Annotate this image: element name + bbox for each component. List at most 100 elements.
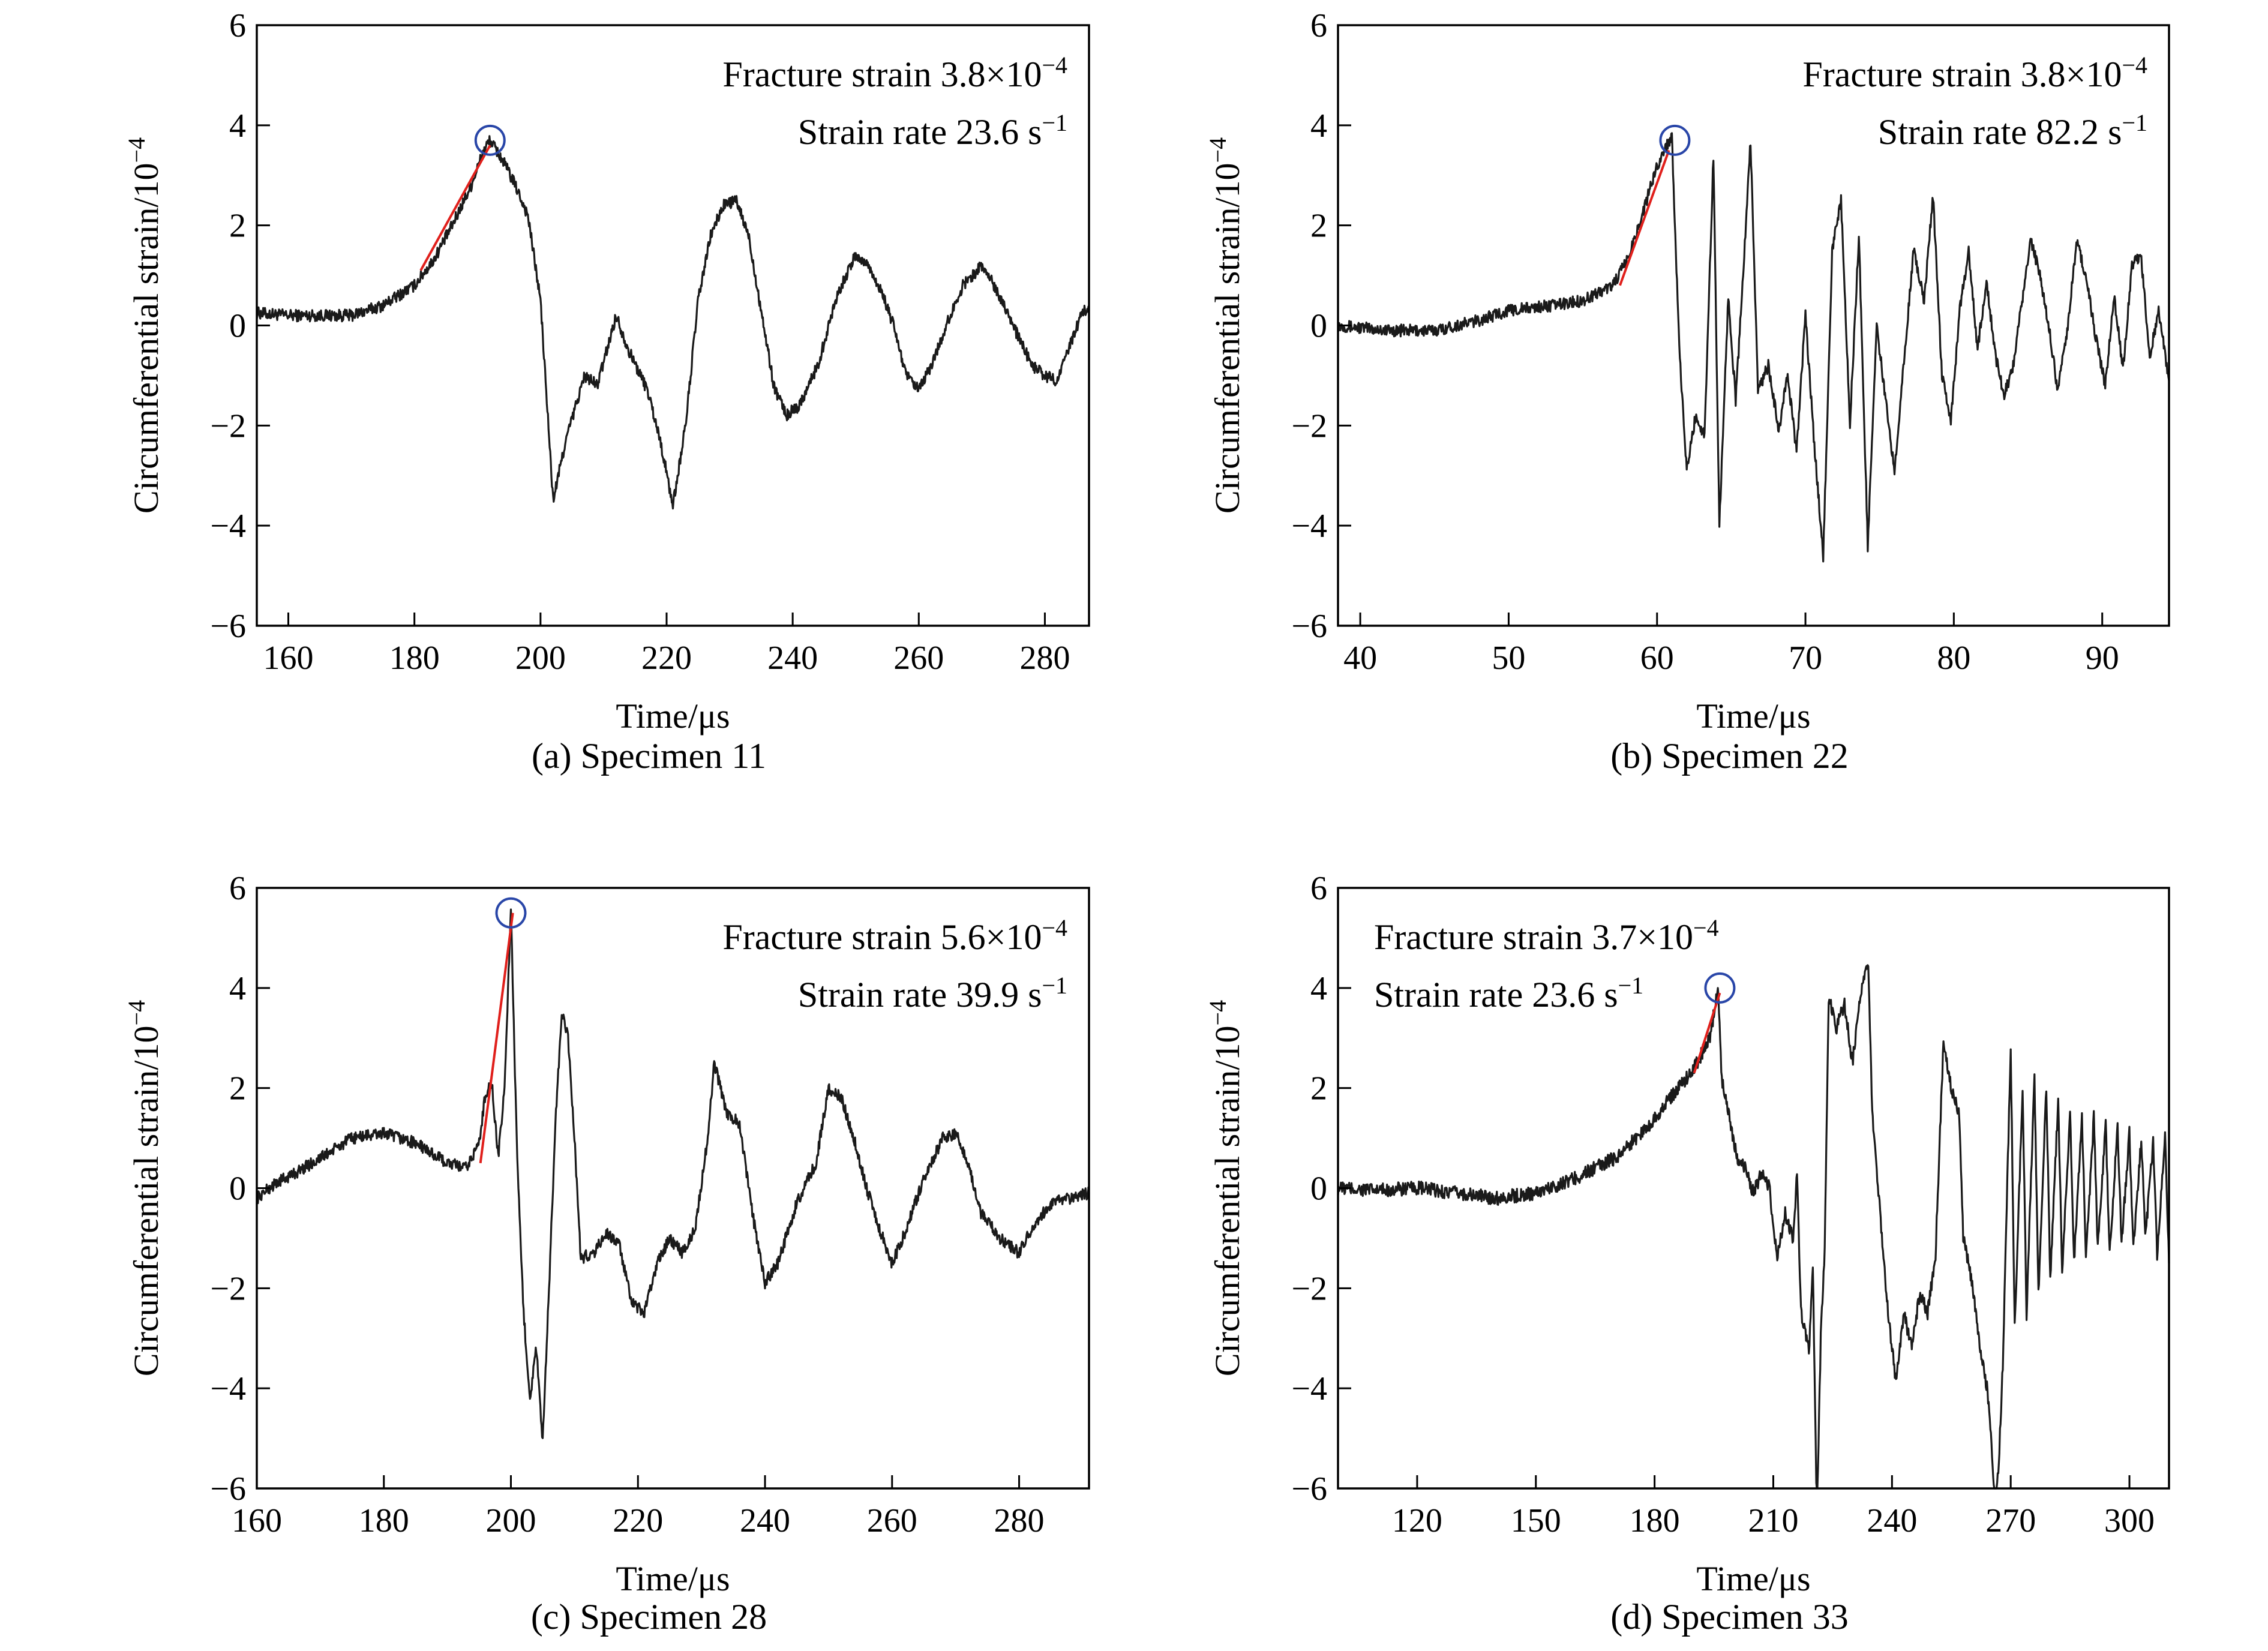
x-tick-label: 260 [867,1502,917,1539]
fracture-strain-annotation: Fracture strain 5.6×10−4 [722,914,1067,957]
y-tick-label: −2 [210,407,246,445]
strain-rate-exponent: −1 [1042,972,1067,999]
x-tick-label: 240 [767,640,818,677]
y-tick-label: −2 [1291,407,1327,445]
y-axis-label-exponent: −4 [1204,1000,1231,1026]
x-tick-label: 90 [2086,640,2119,677]
x-tick-label: 210 [1748,1502,1798,1539]
y-axis-label-exponent: −4 [1204,137,1231,163]
x-tick-label: 70 [1789,640,1822,677]
chart-panel-3: 160 180 200 220 240 260 280 −6 −4 −2 0 2 4 6 Time/μs Ci… [123,870,1090,1637]
x-tick-label: 180 [389,640,440,677]
y-tick-label: 6 [1310,870,1327,907]
y-tick-label: 2 [1310,208,1327,245]
panel-caption: (b) Specimen 22 [1610,736,1849,776]
x-tick-label: 200 [515,640,566,677]
strain-rate-text: Strain rate 39.9 s [798,975,1042,1014]
strain-rate-exponent: −1 [2122,109,2147,136]
fracture-strain-text: Fracture strain 3.8×10 [1802,55,2122,94]
y-tick-label: −6 [210,1470,246,1508]
y-tick-label: 0 [1310,308,1327,345]
x-tick-label: 200 [486,1502,536,1539]
strain-rate-text: Strain rate 23.6 s [798,112,1042,152]
x-tick-label: 220 [641,640,692,677]
fracture-strain-annotation: Fracture strain 3.7×10−4 [1374,914,1719,957]
fracture-strain-annotation: Fracture strain 3.8×10−4 [722,52,1067,95]
x-tick-label: 280 [994,1502,1045,1539]
y-tick-label: −4 [210,508,246,545]
fracture-peak-marker [1659,124,1691,156]
y-tick-label: −2 [210,1270,246,1307]
x-axis-label: Time/μs [1696,1559,1810,1598]
x-tick-label: 280 [1019,640,1070,677]
y-axis-label-text: Circumferential strain/10 [1208,1025,1247,1376]
y-tick-label: 6 [229,870,246,907]
panel-caption: (c) Specimen 28 [531,1597,767,1637]
y-tick-label: 2 [229,1070,246,1107]
y-tick-label: −6 [1291,608,1327,645]
y-tick-label: 0 [229,1170,246,1208]
strain-rate-fit-line [479,912,514,1164]
fracture-peak-marker [495,897,527,929]
y-tick-label: −4 [1291,1370,1327,1407]
y-tick-label: −6 [1291,1470,1327,1508]
x-tick-label: 220 [613,1502,663,1539]
fracture-strain-annotation: Fracture strain 3.8×10−4 [1802,52,2147,95]
strain-rate-text: Strain rate 82.2 s [1878,112,2122,152]
y-tick-label: −6 [210,608,246,645]
strain-rate-annotation: Strain rate 23.6 s−1 [1374,972,1643,1015]
strain-rate-annotation: Strain rate 39.9 s−1 [798,972,1067,1015]
y-axis-label-exponent: −4 [123,1000,150,1026]
x-tick-label: 40 [1343,640,1377,677]
chart-panel-4: 120 150 180 210 240 270 300 −6 −4 −2 0 2 4 6 Time/μs Ci… [1204,870,2170,1637]
strain-rate-annotation: Strain rate 82.2 s−1 [1878,109,2147,152]
y-tick-label: 6 [229,7,246,44]
x-tick-label: 300 [2104,1502,2155,1539]
strain-rate-exponent: −1 [1618,972,1644,999]
strain-rate-fit-line [419,145,491,271]
fracture-strain-exponent: −4 [2122,52,2147,79]
strain-series-line [256,908,1090,1439]
y-tick-label: 4 [1310,107,1327,145]
y-tick-label: 4 [229,107,246,145]
chart-panel-2: 40 50 60 70 80 90 −6 −4 −2 0 2 4 6 Time/μs Circumferen… [1204,7,2170,776]
x-tick-label: 80 [1937,640,1970,677]
y-tick-label: −2 [1291,1270,1327,1307]
y-axis-label: Circumferential strain/10−4 [123,1000,166,1376]
fracture-strain-exponent: −4 [1042,52,1067,79]
strain-rate-annotation: Strain rate 23.6 s−1 [798,109,1067,152]
x-tick-label: 60 [1640,640,1674,677]
y-tick-label: 0 [229,308,246,345]
x-tick-label: 240 [740,1502,790,1539]
strain-rate-fit-line [1693,992,1721,1074]
y-tick-label: 6 [1310,7,1327,44]
fracture-strain-text: Fracture strain 3.7×10 [1374,917,1693,957]
fracture-peak-marker [1704,972,1736,1004]
x-tick-label: 160 [263,640,314,677]
y-tick-label: 4 [229,970,246,1007]
y-tick-label: −4 [1291,508,1327,545]
x-tick-label: 180 [1630,1502,1680,1539]
y-axis-label: Circumferential strain/10−4 [1204,137,1247,514]
x-tick-label: 180 [359,1502,409,1539]
y-tick-label: 0 [1310,1170,1327,1208]
strain-rate-text: Strain rate 23.6 s [1374,975,1618,1014]
fracture-strain-text: Fracture strain 3.8×10 [722,55,1042,94]
x-tick-label: 260 [893,640,944,677]
strain-series-line [256,135,1090,510]
y-tick-label: 4 [1310,970,1327,1007]
x-axis-label: Time/μs [616,1559,730,1598]
x-tick-label: 150 [1511,1502,1561,1539]
y-axis-label: Circumferential strain/10−4 [123,137,166,514]
y-axis-label-text: Circumferential strain/10 [127,163,166,514]
chart-panel-1: 160 180 200 220 240 260 280 −6 −4 −2 0 2 4 6 Time/μs Ci… [123,7,1090,776]
x-axis-label: Time/μs [1696,697,1810,736]
y-tick-label: 2 [1310,1070,1327,1107]
y-axis-label: Circumferential strain/10−4 [1204,1000,1247,1376]
x-tick-label: 50 [1492,640,1525,677]
strain-rate-exponent: −1 [1042,109,1067,136]
strain-series-line [1337,964,2170,1490]
y-axis-label-exponent: −4 [123,137,150,163]
fracture-strain-exponent: −4 [1693,914,1719,941]
fracture-strain-text: Fracture strain 5.6×10 [722,917,1042,957]
